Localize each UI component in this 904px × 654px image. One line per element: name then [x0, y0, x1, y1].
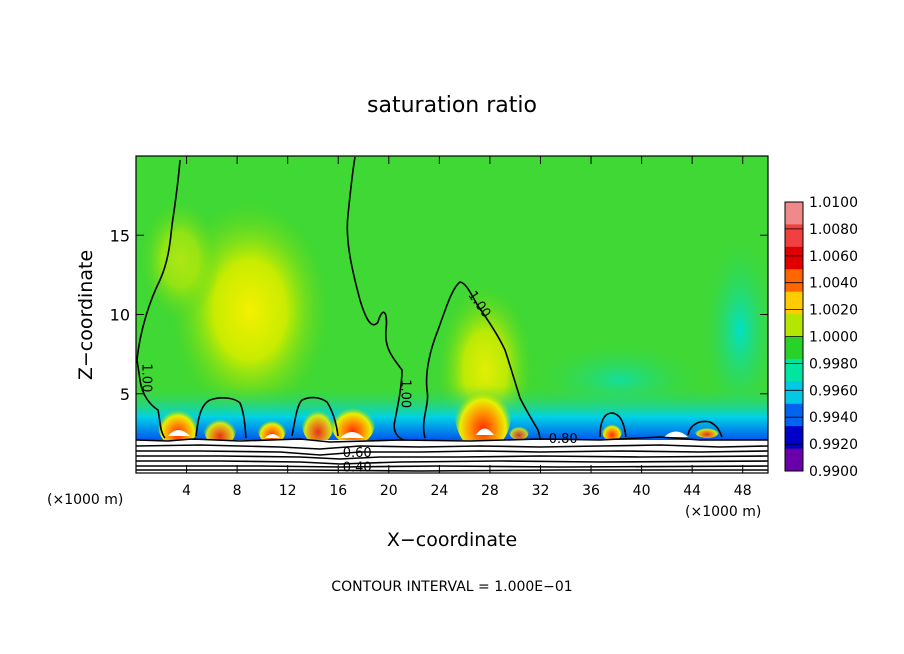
supersat-patch-4	[476, 428, 494, 435]
colorbar-level-label: 0.9980	[809, 356, 858, 372]
contour-label: 0.60	[343, 446, 372, 461]
x-unit-left: (×1000 m)	[47, 492, 123, 508]
supersat-patch-5	[664, 431, 688, 437]
hot-cell-6	[455, 379, 511, 451]
colorbar-swatch	[785, 224, 803, 248]
chart-title: saturation ratio	[367, 93, 537, 118]
contour-base-3	[136, 455, 768, 460]
colorbar-swatch	[785, 403, 803, 427]
x-unit-right: (×1000 m)	[685, 504, 761, 520]
x-tick-label: 44	[683, 483, 701, 499]
x-tick-label: 36	[582, 483, 600, 499]
colorbar-swatch	[785, 448, 803, 472]
colorbar-level-label: 1.0100	[809, 195, 858, 211]
colorbar-swatch	[785, 202, 803, 225]
colorbar-swatch	[785, 291, 803, 315]
supersat-patch-1	[168, 430, 190, 436]
colorbar-level-label: 1.0060	[809, 249, 858, 265]
contour-1-00-center	[346, 156, 405, 441]
x-axis-label: X−coordinate	[387, 529, 517, 551]
contour-bump-3	[599, 412, 627, 438]
base-gradient	[136, 385, 768, 443]
contour-bump-4	[687, 420, 723, 438]
colorbar-swatch	[785, 336, 803, 360]
x-tick-label: 12	[279, 483, 297, 499]
contour-base-6	[136, 469, 768, 472]
y-axis-label: Z−coordinate	[75, 250, 97, 380]
colorbar-swatch	[785, 314, 803, 337]
hot-cell-7	[509, 424, 529, 440]
x-tick-label: 16	[329, 483, 347, 499]
contour-base-4	[136, 460, 768, 465]
contour-base-0	[136, 436, 768, 443]
contour-base-1	[136, 444, 768, 450]
supersat-patch-2	[265, 434, 280, 438]
contour-base-2	[136, 450, 768, 456]
x-tick-label: 28	[481, 483, 499, 499]
contour-base-5	[136, 465, 768, 468]
x-tick-label: 32	[532, 483, 550, 499]
hot-cell-8	[602, 421, 622, 441]
hot-cell-9	[695, 426, 719, 438]
x-tick-label: 4	[182, 483, 191, 499]
contour-lines	[136, 156, 768, 472]
hot-cell-5	[331, 401, 375, 445]
colorbar-level-label: 1.0020	[809, 303, 858, 319]
x-tick-label: 40	[633, 483, 651, 499]
contour-label: 1.00	[397, 379, 412, 408]
contour-bump-1	[195, 397, 247, 439]
contour-interval-note: CONTOUR INTERVAL = 1.000E−01	[331, 579, 572, 595]
dry-region-right	[700, 230, 768, 430]
contour-bump-2	[291, 396, 339, 437]
supersat-patch-3	[340, 432, 364, 438]
x-tick-label: 24	[430, 483, 448, 499]
colorbar-level-label: 1.0000	[809, 330, 858, 346]
y-tick-label: 10	[110, 306, 130, 325]
hot-cell-4	[302, 404, 334, 444]
colorbar-level-label: 0.9960	[809, 383, 858, 399]
x-tick-label: 20	[380, 483, 398, 499]
colorbar-level-label: 0.9940	[809, 410, 858, 426]
contour-label: 1.00	[138, 363, 153, 392]
colorbar-swatch	[785, 269, 803, 293]
hot-cell-2	[204, 414, 236, 446]
colorbar-swatch	[785, 246, 803, 270]
y-tick-label: 5	[120, 385, 130, 404]
moist-plume-2	[140, 200, 220, 320]
contour-1-00-left	[136, 159, 181, 439]
colorbar-level-label: 1.0040	[809, 276, 858, 292]
contour-labels: 1.001.001.000.800.600.40	[138, 288, 577, 475]
x-axis-ticks: 4 8 12 16 20 24 28 32 36 40 44 48	[182, 156, 752, 499]
colorbar-level-label: 0.9920	[809, 437, 858, 453]
x-tick-label: 8	[233, 483, 242, 499]
colorbar-swatch	[785, 426, 803, 450]
colorbar-level-label: 0.9900	[809, 464, 858, 480]
colorbar-swatch	[785, 381, 803, 405]
colorbar: 1.0100 1.0080 1.0060 1.0040 1.0020 1.0000 0.99…	[784, 195, 858, 480]
x-tick-label: 48	[734, 483, 752, 499]
contour-label: 0.40	[343, 460, 372, 475]
y-axis-ticks: 5 10 15	[110, 226, 768, 404]
contour-1-00-plume	[422, 281, 541, 441]
hot-cell-3	[258, 416, 286, 444]
y-tick-label: 15	[110, 226, 130, 245]
colorbar-level-label: 1.0080	[809, 222, 858, 238]
contour-label: 0.80	[549, 432, 578, 447]
plot-area	[136, 156, 768, 473]
colorbar-swatch	[785, 358, 803, 382]
